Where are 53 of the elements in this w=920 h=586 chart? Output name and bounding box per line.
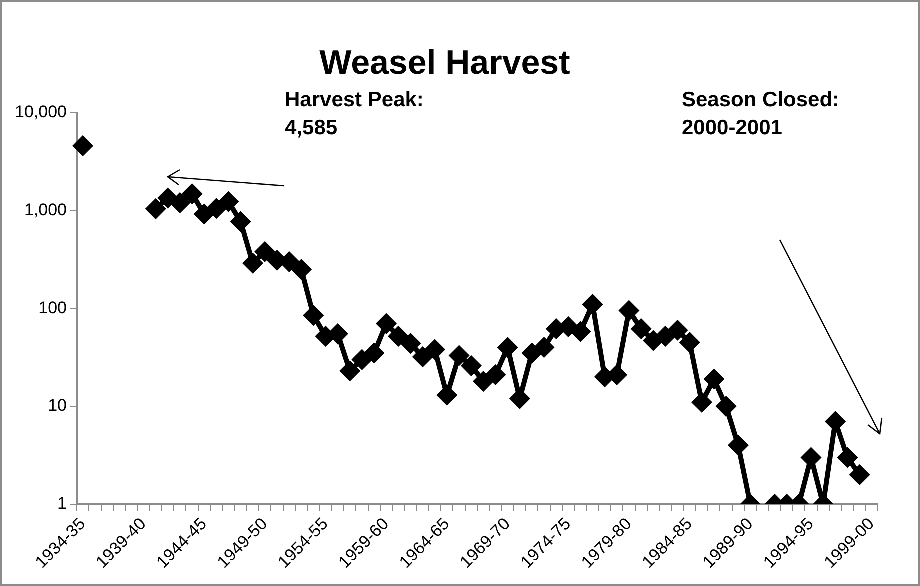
point [838,448,858,468]
point [231,212,250,232]
point [146,200,166,219]
point [802,448,821,468]
point [522,344,542,363]
y-tick-label: 1,000 [24,200,67,220]
point [256,242,275,262]
point [376,314,396,334]
point [340,362,360,381]
point [656,326,676,346]
point [680,333,700,352]
y-tick-label: 1 [58,494,67,514]
point [644,331,663,350]
point [389,326,408,346]
point [292,260,312,280]
point [401,334,420,354]
point [571,322,590,342]
point [219,192,238,212]
point [207,199,226,218]
point [182,184,202,204]
point [850,465,870,484]
point [632,319,651,338]
point [462,356,481,376]
annotation: Harvest Peak: 4,585 [285,88,424,140]
y-tick-label: 10 [48,396,67,416]
point [438,386,457,405]
point [534,338,554,358]
point [704,370,724,389]
point [194,204,214,224]
y-tick-label: 100 [38,298,67,318]
point [450,346,469,366]
point [486,365,506,384]
point [474,372,494,392]
point [668,320,688,340]
point [510,389,530,408]
point [352,350,372,370]
point [170,193,190,212]
y-tick-label: 10,000 [14,102,67,122]
point [413,348,432,367]
chart-title: Weasel Harvest [320,44,570,82]
point [74,136,93,156]
point [620,301,639,320]
annotation: Season Closed: 2000-2001 [682,88,840,140]
point [716,397,736,416]
point [426,340,445,360]
point [304,306,324,326]
point [243,254,262,273]
point [498,338,518,358]
point [583,295,602,314]
point [728,436,748,456]
point [364,344,384,363]
point [158,188,178,208]
point [692,392,712,412]
